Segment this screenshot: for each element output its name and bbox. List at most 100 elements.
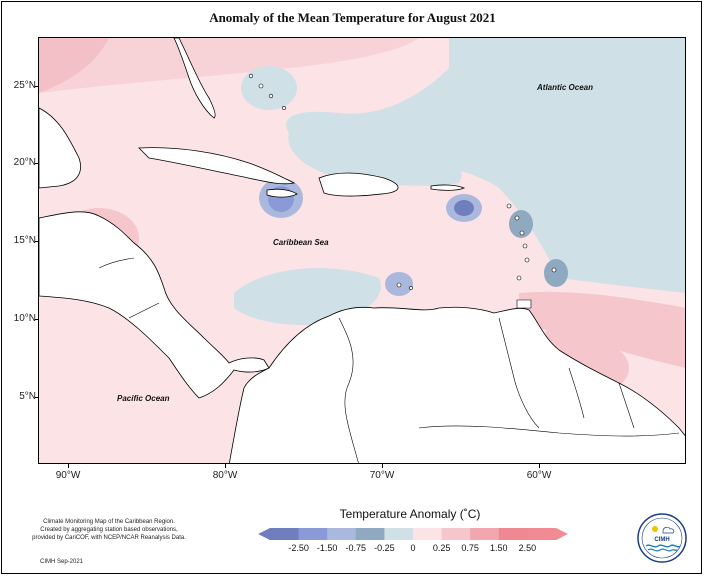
cimh-logo <box>637 513 687 563</box>
island-bahamas-1 <box>258 83 264 89</box>
cloud-icon <box>662 526 675 534</box>
legend-swatch <box>413 528 443 540</box>
lat-tickmark <box>35 397 39 398</box>
legend-swatch <box>441 528 471 540</box>
island-dominica <box>519 230 525 236</box>
lat-tickmark <box>35 163 39 164</box>
legend-label: -2.50 <box>288 543 309 553</box>
cool-spot-barbados <box>544 259 568 287</box>
map-panel: Atlantic Ocean Caribbean Sea Pacific Oce… <box>38 37 686 464</box>
island-st-lucia <box>524 257 530 263</box>
legend-label: 0.25 <box>432 543 451 553</box>
lat-tickmark <box>35 241 39 242</box>
logo-inner-ring <box>641 517 683 559</box>
map-title: Anomaly of the Mean Temperature for Augu… <box>209 10 496 25</box>
lon-tickmark <box>225 464 226 468</box>
lat-tickmark <box>35 319 39 320</box>
island-martinique <box>522 243 528 249</box>
credit-line-1: Climate Monitoring Map of the Caribbean … <box>43 519 175 525</box>
cool-spot-puerto-rico-inner <box>454 200 474 216</box>
country-borders <box>98 257 680 463</box>
land-masses <box>39 38 685 463</box>
legend-colorbar <box>258 528 568 540</box>
warm-anomaly-top <box>39 38 419 93</box>
legend-label: 0.75 <box>461 543 479 553</box>
legend-swatch <box>355 528 385 540</box>
land-florida <box>173 38 216 119</box>
land-puerto-rico <box>430 184 466 191</box>
credit-text: Climate Monitoring Map of the Caribbean … <box>14 518 204 542</box>
lat-tick-5n: 5°N <box>19 391 36 402</box>
lon-tickmark <box>68 464 69 468</box>
wave-icon-2 <box>647 548 679 552</box>
island-aruba <box>396 282 402 288</box>
lat-tick-15n: 15°N <box>13 235 36 246</box>
island-guadeloupe <box>514 215 520 221</box>
cool-anomaly-bahamas <box>241 66 297 110</box>
border-brazil-north <box>418 425 680 437</box>
legend-swatch <box>298 528 328 540</box>
lon-tick-80w: 80°W <box>212 470 238 481</box>
legend-label: 2.50 <box>518 543 537 553</box>
border-suriname-guiana <box>618 382 635 429</box>
island-curacao <box>409 286 413 290</box>
credit-line-2: Created by aggregating station based obs… <box>40 527 178 533</box>
legend-label: -1.50 <box>316 543 338 553</box>
land-central-america <box>39 211 270 399</box>
legend-label: 0 <box>410 543 416 553</box>
legend-swatch <box>470 528 500 540</box>
legend-swatch <box>498 528 528 540</box>
cool-anomaly-greater-antilles <box>288 116 462 186</box>
border-central-america-1 <box>128 302 160 319</box>
cool-anomaly-atlantic <box>286 38 685 293</box>
warm-anomaly-trinidad <box>544 318 624 358</box>
legend-arrow-low <box>258 528 270 540</box>
lat-tick-20n: 20°N <box>13 157 36 168</box>
legend-swatch <box>527 528 557 540</box>
border-colombia-venezuela <box>338 317 359 463</box>
border-central-america-2 <box>98 257 135 269</box>
label-pacific-ocean: Pacific Ocean <box>117 394 170 403</box>
legend-title: Temperature Anomaly (˚C) <box>339 507 481 521</box>
island-bahamas-2 <box>268 93 274 99</box>
lon-tickmark <box>539 464 540 468</box>
island-grenada <box>516 275 522 281</box>
legend-swatch <box>327 528 357 540</box>
lat-tick-10n: 10°N <box>13 313 36 324</box>
island-bahamas-3 <box>282 106 286 110</box>
legend-arrow-high <box>556 528 568 540</box>
legend-label: -0.25 <box>374 543 395 553</box>
credit-date: CIMH Sep-2021 <box>40 559 84 565</box>
land-cuba <box>138 147 296 185</box>
lon-tick-70w: 70°W <box>369 470 395 481</box>
lesser-antilles <box>248 73 557 309</box>
island-trinidad <box>516 299 532 309</box>
legend-swatch <box>384 528 414 540</box>
warm-anomaly-northwest <box>39 38 109 93</box>
wave-icon <box>645 544 681 548</box>
legend-swatch <box>270 528 300 540</box>
logo-text: CIMH <box>654 537 670 543</box>
legend-label: 1.50 <box>490 543 508 553</box>
lat-tick-25n: 25°N <box>13 80 36 91</box>
island-bahamas-4 <box>248 73 254 79</box>
lon-tick-90w: 90°W <box>55 470 81 481</box>
land-south-america <box>228 306 685 463</box>
anomaly-map: Atlantic Ocean Caribbean Sea Pacific Oce… <box>39 38 685 463</box>
island-barbados <box>551 267 557 273</box>
label-atlantic-ocean: Atlantic Ocean <box>536 83 593 92</box>
lon-tickmark <box>382 464 383 468</box>
legend-label: -0.75 <box>345 543 367 553</box>
lat-tickmark <box>35 86 39 87</box>
land-jamaica <box>266 188 298 198</box>
border-venezuela-guyana <box>498 317 540 429</box>
label-caribbean-sea: Caribbean Sea <box>273 238 329 247</box>
sun-icon <box>652 526 658 532</box>
lon-tick-60w: 60°W <box>526 470 552 481</box>
border-guyana-suriname <box>568 367 585 419</box>
island-antigua <box>506 203 512 209</box>
land-hispaniola <box>318 172 399 197</box>
credit-line-3: provided by CariCOF, with NCEP/NCAR Rean… <box>32 535 186 541</box>
land-yucatan <box>39 107 81 189</box>
